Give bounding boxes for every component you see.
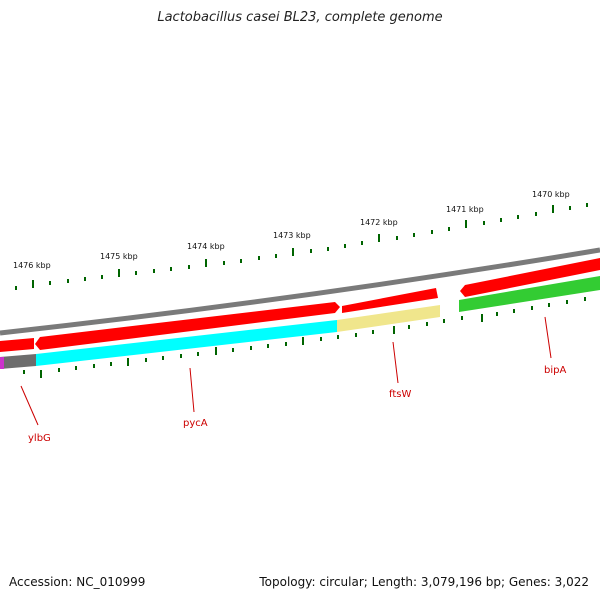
kbp-label: 1474 kbp [187, 242, 225, 251]
cds-block [0, 357, 4, 369]
inner-ruler [23, 297, 586, 378]
kbp-label: 1473 kbp [273, 231, 311, 240]
kbp-label: 1476 kbp [13, 261, 51, 270]
cds-block [0, 354, 36, 369]
forward-cds-track [0, 258, 600, 352]
cds-arrow [0, 338, 34, 352]
cds-block [36, 320, 337, 366]
gene-label-ylbG: ylbG [28, 433, 51, 444]
map-title: Lactobacillus casei BL23, complete genom… [157, 10, 443, 25]
cds-arrow [342, 288, 438, 313]
kbp-label: 1470 kbp [532, 190, 570, 199]
reverse-cds-track [0, 276, 600, 369]
accession-text: Accession: NC_010999 [9, 575, 146, 589]
cds-block [459, 276, 600, 312]
cds-block [337, 305, 440, 332]
cds-arrow [460, 258, 600, 297]
outer-ruler [15, 203, 588, 290]
genome-backbone [0, 247, 600, 336]
cds-arrow [35, 302, 340, 350]
kbp-label: 1471 kbp [446, 205, 484, 214]
gene-label-ftsW: ftsW [389, 389, 411, 400]
kbp-label: 1472 kbp [360, 218, 398, 227]
gene-label-pycA: pycA [183, 418, 208, 429]
gene-leaders [20, 316, 552, 426]
genome-summary-text: Topology: circular; Length: 3,079,196 bp… [259, 575, 589, 589]
gene-label-bipA: bipA [544, 365, 566, 376]
kbp-label: 1475 kbp [100, 252, 138, 261]
